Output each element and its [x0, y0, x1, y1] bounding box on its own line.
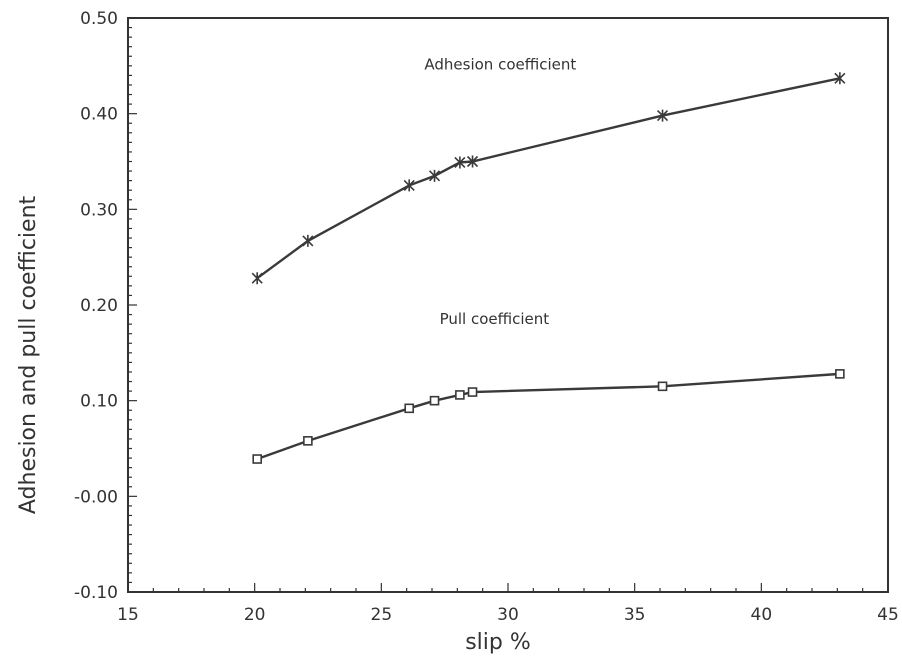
plot-frame	[127, 17, 889, 593]
data-point-star	[466, 155, 479, 168]
data-point-star	[834, 72, 846, 85]
y-tick-label: 0.10	[80, 392, 118, 412]
y-tick-label: -0.10	[74, 583, 118, 603]
data-point-square	[835, 369, 845, 379]
data-point-square	[303, 436, 313, 446]
data-point-square	[657, 381, 668, 392]
y-tick-label: -0.00	[74, 487, 118, 507]
y-tick-label: 0.30	[80, 200, 118, 220]
y-tick-label: 0.50	[80, 9, 118, 29]
plot-border	[127, 17, 889, 593]
y-tick-label: 0.40	[80, 105, 118, 125]
data-point-square	[429, 395, 440, 406]
data-point-star	[656, 109, 669, 122]
x-axis: 15 20 25 30 35 40 45	[117, 583, 899, 625]
x-axis-title: slip %	[465, 630, 531, 655]
annotations: Adhesion coefficient Pull coefficient	[424, 56, 576, 328]
x-tick-label: 40	[751, 605, 773, 625]
series-layer	[251, 72, 846, 464]
series-line	[256, 77, 841, 280]
x-tick-label: 45	[877, 605, 899, 625]
data-point-star	[302, 234, 314, 247]
data-point-star	[403, 179, 415, 192]
y-axis-title: Adhesion and pull coefficient	[16, 196, 41, 515]
x-tick-label: 20	[244, 605, 266, 625]
data-point-star	[454, 156, 466, 169]
annotation-label: Pull coefficient	[440, 310, 550, 328]
series-1	[251, 72, 846, 285]
data-point-star	[251, 272, 263, 285]
y-tick-label: 0.20	[80, 296, 118, 316]
series-2	[252, 369, 845, 464]
data-point-square	[467, 387, 478, 397]
series-line	[256, 372, 840, 461]
x-tick-label: 30	[497, 605, 519, 625]
data-point-star	[428, 169, 441, 182]
annotation-label: Adhesion coefficient	[424, 56, 576, 74]
x-tick-label: 15	[117, 605, 139, 625]
data-point-square	[252, 454, 262, 464]
x-tick-label: 35	[624, 605, 646, 625]
y-axis: -0.10 -0.00 0.10 0.20 0.30 0.40 0.50	[74, 9, 137, 603]
x-tick-label: 25	[371, 605, 393, 625]
data-point-square	[455, 390, 465, 400]
data-point-square	[404, 403, 415, 414]
